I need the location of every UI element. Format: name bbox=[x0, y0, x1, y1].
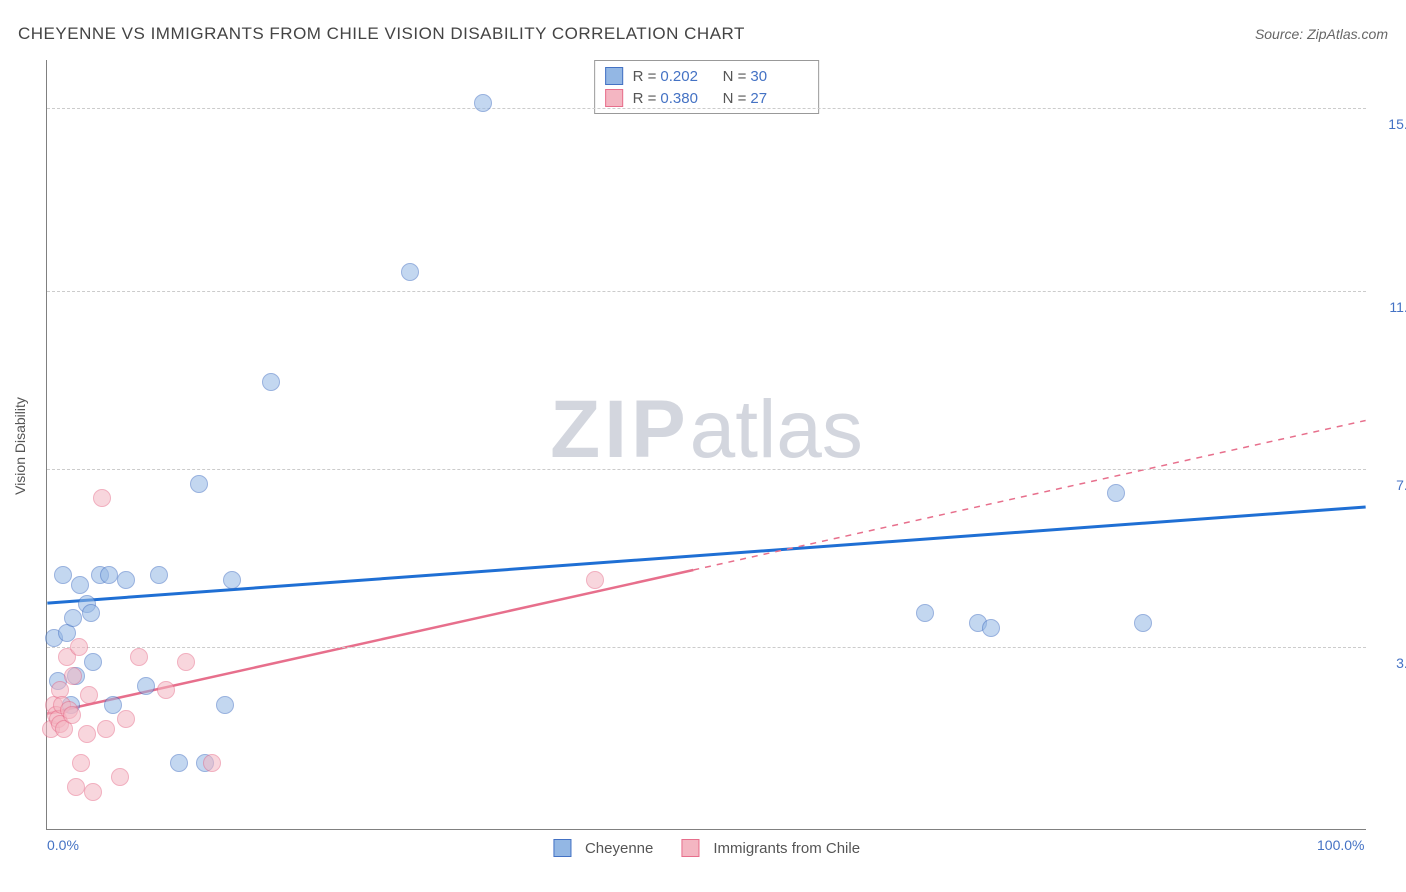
y-axis-label: Vision Disability bbox=[12, 397, 28, 495]
data-point-cheyenne bbox=[1107, 484, 1125, 502]
y-tick-label: 3.8% bbox=[1374, 655, 1406, 671]
data-point-chile bbox=[130, 648, 148, 666]
data-point-cheyenne bbox=[982, 619, 1000, 637]
data-point-chile bbox=[64, 667, 82, 685]
data-point-cheyenne bbox=[216, 696, 234, 714]
data-point-chile bbox=[177, 653, 195, 671]
data-point-chile bbox=[111, 768, 129, 786]
data-point-cheyenne bbox=[1134, 614, 1152, 632]
data-point-chile bbox=[157, 681, 175, 699]
data-point-chile bbox=[117, 710, 135, 728]
legend-correlation: R = 0.202 N = 30 R = 0.380 N = 27 bbox=[594, 60, 820, 114]
data-point-cheyenne bbox=[54, 566, 72, 584]
data-point-cheyenne bbox=[190, 475, 208, 493]
r-label: R = bbox=[633, 90, 657, 107]
swatch-cheyenne bbox=[605, 67, 623, 85]
y-tick-label: 7.5% bbox=[1374, 477, 1406, 493]
gridline bbox=[47, 108, 1366, 109]
y-tick-label: 11.2% bbox=[1374, 299, 1406, 315]
data-point-cheyenne bbox=[916, 604, 934, 622]
legend-item-chile: Immigrants from Chile bbox=[681, 839, 860, 857]
x-tick-label: 0.0% bbox=[47, 837, 79, 853]
data-point-cheyenne bbox=[82, 604, 100, 622]
data-point-chile bbox=[97, 720, 115, 738]
r-value-chile: 0.380 bbox=[660, 90, 714, 107]
data-point-chile bbox=[70, 638, 88, 656]
data-point-cheyenne bbox=[262, 373, 280, 391]
source-prefix: Source: bbox=[1255, 26, 1307, 42]
swatch-chile bbox=[605, 89, 623, 107]
data-point-cheyenne bbox=[117, 571, 135, 589]
data-point-chile bbox=[78, 725, 96, 743]
source-attribution: Source: ZipAtlas.com bbox=[1255, 26, 1388, 42]
data-point-cheyenne bbox=[401, 263, 419, 281]
header-row: CHEYENNE VS IMMIGRANTS FROM CHILE VISION… bbox=[18, 24, 1388, 44]
n-label: N = bbox=[718, 68, 746, 85]
legend-label-chile: Immigrants from Chile bbox=[713, 840, 860, 857]
data-point-cheyenne bbox=[84, 653, 102, 671]
gridline bbox=[47, 291, 1366, 292]
legend-series: Cheyenne Immigrants from Chile bbox=[553, 839, 860, 857]
y-tick-label: 15.0% bbox=[1374, 116, 1406, 132]
trendline-cheyenne bbox=[47, 507, 1365, 603]
trend-lines bbox=[47, 60, 1366, 829]
data-point-cheyenne bbox=[474, 94, 492, 112]
gridline bbox=[47, 647, 1366, 648]
n-label: N = bbox=[718, 90, 746, 107]
data-point-cheyenne bbox=[100, 566, 118, 584]
swatch-cheyenne bbox=[553, 839, 571, 857]
data-point-cheyenne bbox=[104, 696, 122, 714]
data-point-chile bbox=[72, 754, 90, 772]
x-tick-label: 100.0% bbox=[1317, 837, 1364, 853]
legend-item-cheyenne: Cheyenne bbox=[553, 839, 653, 857]
data-point-chile bbox=[84, 783, 102, 801]
legend-row-cheyenne: R = 0.202 N = 30 bbox=[605, 65, 805, 87]
legend-row-chile: R = 0.380 N = 27 bbox=[605, 87, 805, 109]
gridline bbox=[47, 469, 1366, 470]
data-point-cheyenne bbox=[64, 609, 82, 627]
data-point-chile bbox=[80, 686, 98, 704]
swatch-chile bbox=[681, 839, 699, 857]
data-point-cheyenne bbox=[71, 576, 89, 594]
data-point-chile bbox=[586, 571, 604, 589]
r-label: R = bbox=[633, 68, 657, 85]
data-point-chile bbox=[203, 754, 221, 772]
data-point-chile bbox=[93, 489, 111, 507]
data-point-cheyenne bbox=[150, 566, 168, 584]
n-value-cheyenne: 30 bbox=[750, 68, 804, 85]
data-point-chile bbox=[63, 706, 81, 724]
data-point-cheyenne bbox=[170, 754, 188, 772]
data-point-cheyenne bbox=[137, 677, 155, 695]
r-value-cheyenne: 0.202 bbox=[660, 68, 714, 85]
legend-label-cheyenne: Cheyenne bbox=[585, 840, 653, 857]
data-point-cheyenne bbox=[223, 571, 241, 589]
chart-title: CHEYENNE VS IMMIGRANTS FROM CHILE VISION… bbox=[18, 24, 745, 44]
source-name: ZipAtlas.com bbox=[1307, 26, 1388, 42]
data-point-chile bbox=[67, 778, 85, 796]
n-value-chile: 27 bbox=[750, 90, 804, 107]
plot-area: ZIPatlas R = 0.202 N = 30 R = 0.380 N = … bbox=[46, 60, 1366, 830]
